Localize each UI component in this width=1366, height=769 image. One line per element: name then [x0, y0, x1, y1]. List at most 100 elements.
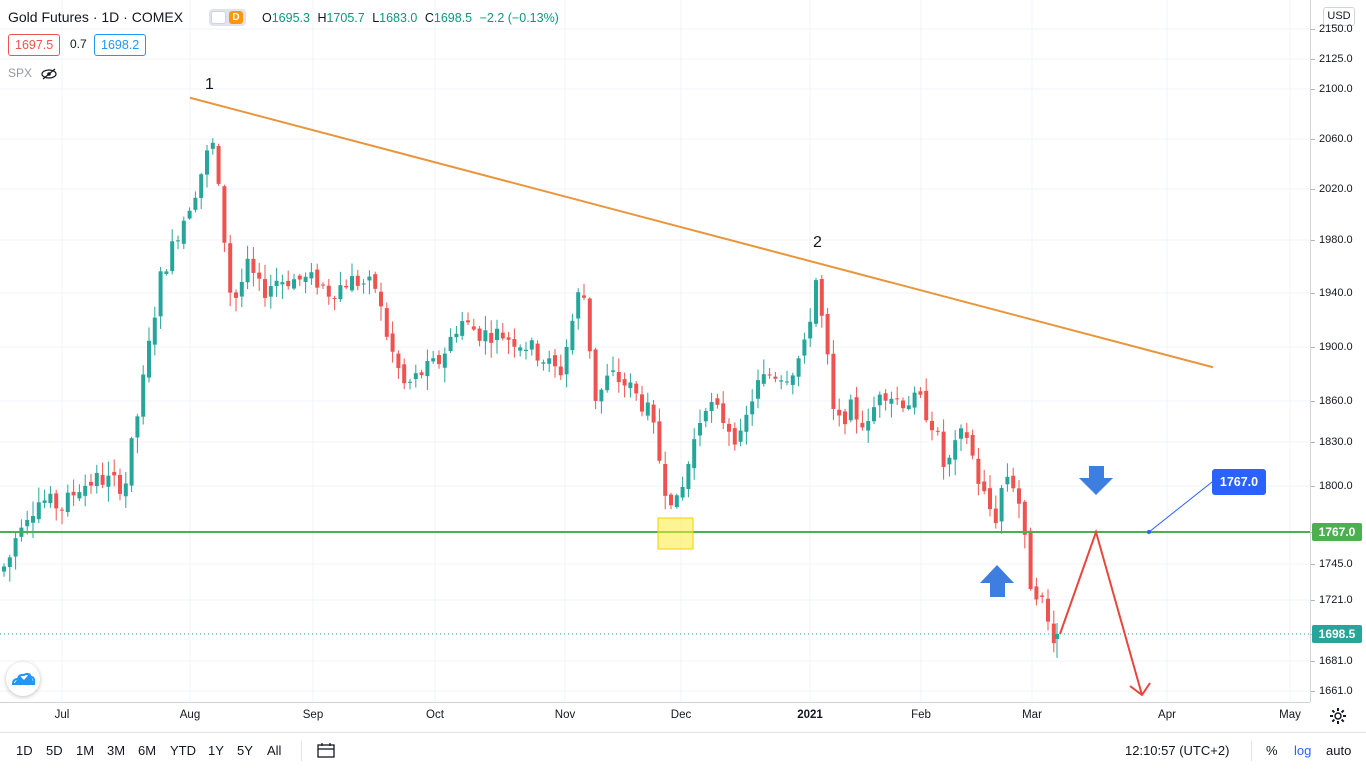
candle-body [100, 474, 105, 485]
delayed-badge: D [229, 11, 243, 24]
candle-body [355, 275, 360, 286]
candle-body [912, 392, 917, 408]
percent-scale-toggle[interactable]: % [1266, 743, 1278, 758]
time-tick-label: Aug [179, 709, 201, 721]
gear-icon[interactable] [1328, 706, 1348, 726]
auto-scale-toggle[interactable]: auto [1326, 743, 1352, 758]
candle-body [593, 349, 598, 401]
compare-symbol-row[interactable]: SPX [8, 66, 57, 80]
candle-body [518, 347, 523, 351]
candle-body [297, 275, 302, 280]
range-5d-button[interactable]: 5D [46, 743, 63, 758]
range-6m-button[interactable]: 6M [138, 743, 157, 758]
level-price-label: 1767.0 [1312, 523, 1362, 541]
range-1m-button[interactable]: 1M [76, 743, 95, 758]
range-1y-button[interactable]: 1Y [208, 743, 224, 758]
candle-body [483, 330, 488, 342]
candle-body [106, 475, 111, 487]
candle-body [529, 340, 534, 350]
sell-price-button[interactable]: 1697.5 [8, 34, 61, 56]
symbol-title[interactable]: Gold Futures · 1D · COMEX [8, 9, 184, 25]
candle-body [361, 283, 366, 285]
candle-body [234, 292, 238, 298]
price-axis[interactable]: USD 2150.0 2125.0 2100.0 2060.0 2020.0 1980.0… [1310, 0, 1366, 702]
candle-body [814, 280, 818, 324]
candle-body [982, 481, 987, 492]
candle-body [170, 241, 175, 272]
price-tick-mark [1311, 401, 1315, 402]
candle-body [141, 374, 146, 417]
candle-body [216, 145, 221, 184]
candle-body [1046, 598, 1050, 622]
chart-pane[interactable]: Gold Futures · 1D · COMEX D O1695.3 H170… [0, 0, 1310, 702]
candle-body [709, 402, 714, 411]
candle-body [471, 326, 476, 330]
tradingview-logo-button[interactable] [6, 662, 40, 696]
log-scale-toggle[interactable]: log [1294, 743, 1312, 758]
price-chart[interactable] [0, 0, 1310, 702]
price-tick-mark [1311, 486, 1315, 487]
candle-body [390, 333, 395, 352]
candle-body [506, 337, 511, 340]
candle-body [582, 295, 586, 298]
candle-body [25, 519, 30, 527]
candle-body [976, 458, 981, 484]
candle-body [489, 332, 494, 343]
candle-body [692, 439, 697, 469]
up-arrow-icon [980, 565, 1014, 597]
candle-body [147, 340, 151, 378]
candle-body [889, 398, 894, 404]
candle-body [738, 430, 743, 442]
time-tick-label: Dec [670, 709, 692, 721]
candle-body [367, 276, 372, 281]
toolbar-divider [1251, 741, 1252, 761]
price-callout[interactable]: 1767.0 [1212, 469, 1266, 495]
calendar-range-icon[interactable] [317, 742, 335, 758]
candle-body [860, 422, 865, 428]
price-tick-mark [1311, 442, 1315, 443]
candle-body [89, 481, 93, 486]
range-all-button[interactable]: All [267, 743, 282, 758]
candle-body [605, 375, 610, 391]
range-3m-button[interactable]: 3M [107, 743, 126, 758]
candle-body [419, 372, 424, 376]
candle-body [431, 358, 436, 362]
swing-point-1-label: 1 [205, 76, 214, 93]
candle-body [819, 278, 824, 316]
buy-price-button[interactable]: 1698.2 [94, 34, 147, 56]
range-1d-button[interactable]: 1D [16, 743, 33, 758]
time-tick-label: Apr [1158, 709, 1176, 721]
candle-body [645, 402, 650, 416]
candle-body [547, 358, 552, 364]
currency-button[interactable]: USD [1323, 7, 1355, 26]
candle-body [941, 431, 946, 467]
candle-body [993, 508, 998, 524]
candle-body [576, 292, 581, 319]
range-ytd-button[interactable]: YTD [170, 743, 196, 758]
candle-body [767, 374, 772, 376]
clock-timezone[interactable]: 12:10:57 (UTC+2) [1125, 743, 1230, 758]
candle-body [674, 495, 679, 507]
time-tick-label: Oct [426, 709, 444, 721]
bottom-toolbar: 1D 5D 1M 3M 6M YTD 1Y 5Y All 12:10:57 (U… [0, 732, 1366, 769]
eye-off-icon[interactable] [41, 68, 57, 80]
candle-body [384, 308, 389, 337]
compare-symbol-label: SPX [8, 66, 33, 80]
candle-body [460, 321, 465, 336]
price-tick-mark [1311, 59, 1315, 60]
candle-body [454, 333, 459, 338]
status-badges[interactable]: D [209, 9, 246, 26]
time-tick-label: Mar [1022, 709, 1042, 721]
candle-body [245, 258, 250, 283]
candle-body [402, 364, 407, 384]
price-tick-mark [1311, 89, 1315, 90]
range-5y-button[interactable]: 5Y [237, 743, 253, 758]
candle-body [1011, 475, 1016, 489]
time-axis[interactable]: Jul Aug Sep Oct Nov Dec 2021 Feb Mar Apr May [0, 702, 1310, 731]
candle-body [239, 281, 244, 297]
candle-body [1028, 530, 1033, 590]
candle-body [193, 197, 198, 210]
price-tick-mark [1311, 240, 1315, 241]
candle-body [413, 373, 418, 380]
candle-body [48, 493, 53, 504]
